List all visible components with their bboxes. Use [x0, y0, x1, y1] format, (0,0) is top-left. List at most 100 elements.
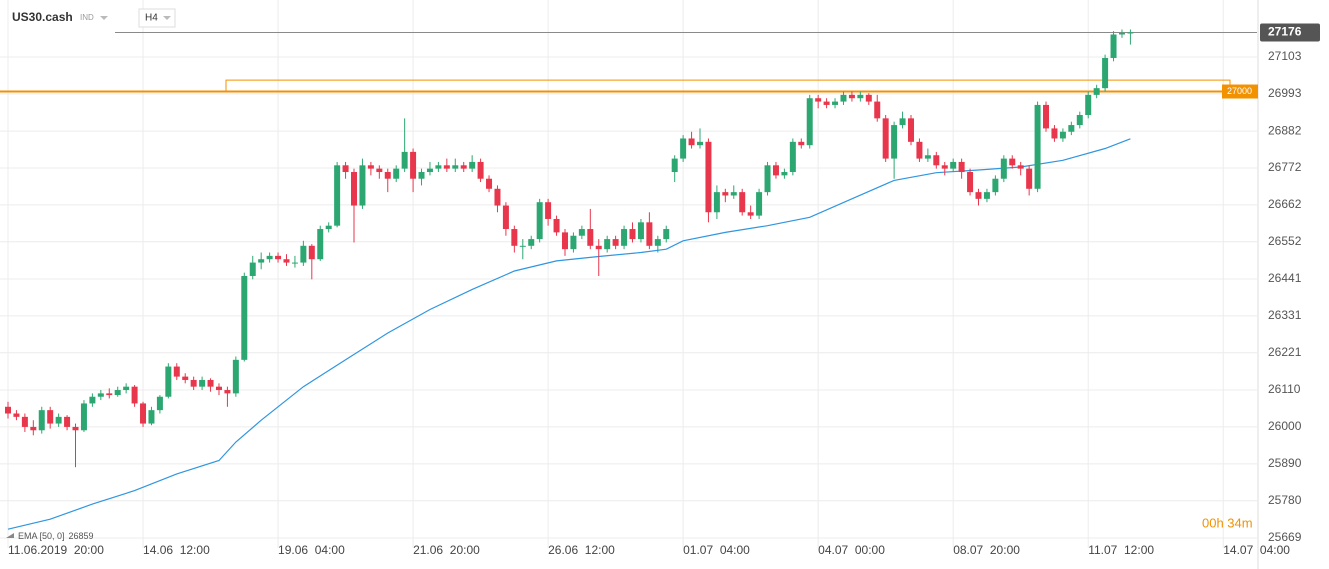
candle-body	[249, 262, 256, 276]
x-tick-label: 11.07 12:00	[1088, 543, 1154, 557]
candle-body	[882, 118, 889, 159]
candle-body	[1059, 131, 1066, 139]
x-tick-label: 08.07 20:00	[953, 543, 1020, 557]
candle-body	[1102, 57, 1109, 89]
y-tick-label: 25669	[1268, 530, 1302, 544]
candle-body	[21, 416, 28, 427]
ema-last: 26859	[69, 531, 94, 541]
candle-body	[941, 165, 948, 169]
ema-name: EMA [50, 0]	[18, 531, 65, 541]
candle-body	[1017, 165, 1024, 169]
candle-body	[123, 386, 130, 391]
candle-body	[232, 359, 239, 394]
candle-body	[1127, 32, 1134, 34]
x-tick-label: 21.06 20:00	[413, 543, 480, 557]
candle-body	[148, 410, 155, 424]
candle-body	[756, 192, 763, 216]
candle-body	[182, 376, 189, 380]
candle-body	[587, 229, 594, 246]
candle-body	[114, 390, 121, 396]
candle-body	[511, 229, 518, 246]
candle-body	[199, 379, 206, 387]
candle-body	[258, 259, 265, 263]
dropdown-icon[interactable]	[163, 16, 171, 20]
candle-body	[64, 416, 71, 427]
candle-body	[393, 168, 400, 179]
candle-body	[1034, 104, 1041, 189]
y-tick-label: 26993	[1268, 86, 1302, 100]
candle-body	[1118, 32, 1125, 35]
candle-body	[781, 172, 788, 176]
y-tick-label: 27103	[1268, 49, 1302, 63]
candle-body	[570, 235, 577, 250]
candle-body	[604, 239, 611, 250]
candle-body	[832, 101, 839, 105]
candle-body	[992, 178, 999, 193]
y-tick-label: 26441	[1268, 271, 1302, 285]
candle-body	[967, 172, 974, 193]
candle-body	[241, 275, 248, 360]
candle-body	[106, 393, 113, 396]
y-tick-label: 26221	[1268, 345, 1302, 359]
candle-body	[528, 239, 535, 246]
candle-body	[874, 101, 881, 119]
candle-body	[291, 262, 298, 264]
candle-body	[418, 172, 425, 179]
candle-body	[823, 101, 830, 105]
symbol: US30.cash	[12, 10, 73, 24]
candle-body	[1051, 128, 1058, 139]
candle-body	[958, 161, 965, 173]
candle-body	[646, 222, 653, 246]
candle-body	[410, 151, 417, 179]
candle-body	[1043, 104, 1050, 129]
candle-body	[435, 165, 442, 169]
ema-legend: EMA [50, 0] 26859	[18, 531, 94, 541]
candle-body	[907, 118, 914, 142]
candle-body	[215, 386, 222, 391]
candle-body	[13, 413, 20, 417]
candle-body	[452, 165, 459, 169]
countdown: 00h 34m	[1202, 515, 1253, 530]
candle-body	[300, 245, 307, 263]
candle-body	[308, 245, 315, 260]
candle-body	[654, 239, 661, 246]
x-tick-label: 01.07 04:00	[683, 543, 750, 557]
candle-body	[739, 192, 746, 213]
last-price-label: 27176	[1268, 25, 1302, 39]
x-tick-label: 11.06.2019 20:00	[8, 543, 104, 557]
candle-body	[671, 158, 678, 173]
x-tick-label: 04.07 00:00	[818, 543, 885, 557]
candle-body	[705, 141, 712, 213]
candle-body	[789, 141, 796, 173]
candle-body	[156, 396, 163, 411]
candle-body	[173, 366, 180, 377]
candle-body	[637, 222, 644, 240]
candle-body	[165, 366, 172, 397]
candle-body	[612, 239, 619, 246]
candle-body	[367, 165, 374, 169]
candle-body	[713, 192, 720, 213]
candle-body	[1093, 88, 1100, 95]
y-tick-label: 26882	[1268, 123, 1302, 137]
candle-body	[891, 125, 898, 159]
timeframe-box[interactable]	[138, 8, 176, 28]
candle-body	[519, 245, 526, 247]
candle-body	[1026, 168, 1033, 189]
candle-body	[351, 172, 358, 206]
candle-body	[857, 94, 864, 99]
candle-body	[1009, 158, 1016, 166]
candle-body	[975, 192, 982, 199]
candle-body	[578, 229, 585, 236]
ema-line	[7, 138, 1131, 530]
y-tick-label: 25780	[1268, 493, 1302, 507]
candle-body	[798, 141, 805, 146]
candle-body	[89, 396, 96, 404]
x-tick-label: 14.06 12:00	[143, 543, 210, 557]
candle-body	[916, 141, 923, 159]
dropdown-icon[interactable]	[100, 16, 108, 20]
candle-body	[30, 426, 37, 431]
candle-body	[840, 94, 847, 102]
candle-body	[680, 138, 687, 159]
y-tick-label: 25890	[1268, 456, 1302, 470]
